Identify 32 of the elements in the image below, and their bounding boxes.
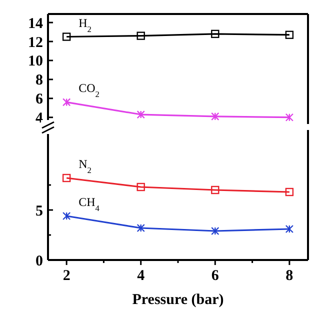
y-tick-label: 14 — [28, 16, 44, 32]
x-axis-title: Pressure (bar) — [132, 292, 224, 308]
point — [285, 113, 294, 122]
series-label: N$_{2}$ — [78, 157, 92, 174]
y-tick-label: 0 — [36, 253, 43, 270]
point — [211, 30, 220, 38]
point — [136, 182, 145, 192]
point — [285, 224, 294, 234]
x-tick-label: 6 — [211, 268, 220, 284]
point — [211, 186, 220, 194]
y-tick-label: 10 — [28, 54, 43, 70]
point — [211, 112, 220, 121]
point — [211, 226, 220, 236]
y-tick-label: 12 — [28, 34, 43, 51]
point — [136, 110, 145, 119]
point — [62, 212, 71, 220]
y-tick-label: 6 — [36, 92, 44, 108]
point — [62, 32, 71, 41]
y-tick-label: 8 — [36, 72, 43, 89]
x-tick-label: 4 — [137, 268, 146, 284]
series-label: CO$_{2}$ — [78, 81, 100, 99]
x-tick-label: 8 — [286, 268, 294, 284]
point — [136, 32, 145, 40]
point — [62, 98, 71, 106]
point — [285, 188, 294, 196]
series-label: H$_{2}$ — [78, 16, 92, 34]
series-label: CH$_{4}$ — [78, 195, 100, 212]
point — [285, 30, 294, 39]
point — [136, 224, 145, 232]
y-tick-label: 5 — [36, 203, 43, 220]
x-tick-label: 2 — [62, 268, 70, 284]
point — [62, 174, 71, 182]
